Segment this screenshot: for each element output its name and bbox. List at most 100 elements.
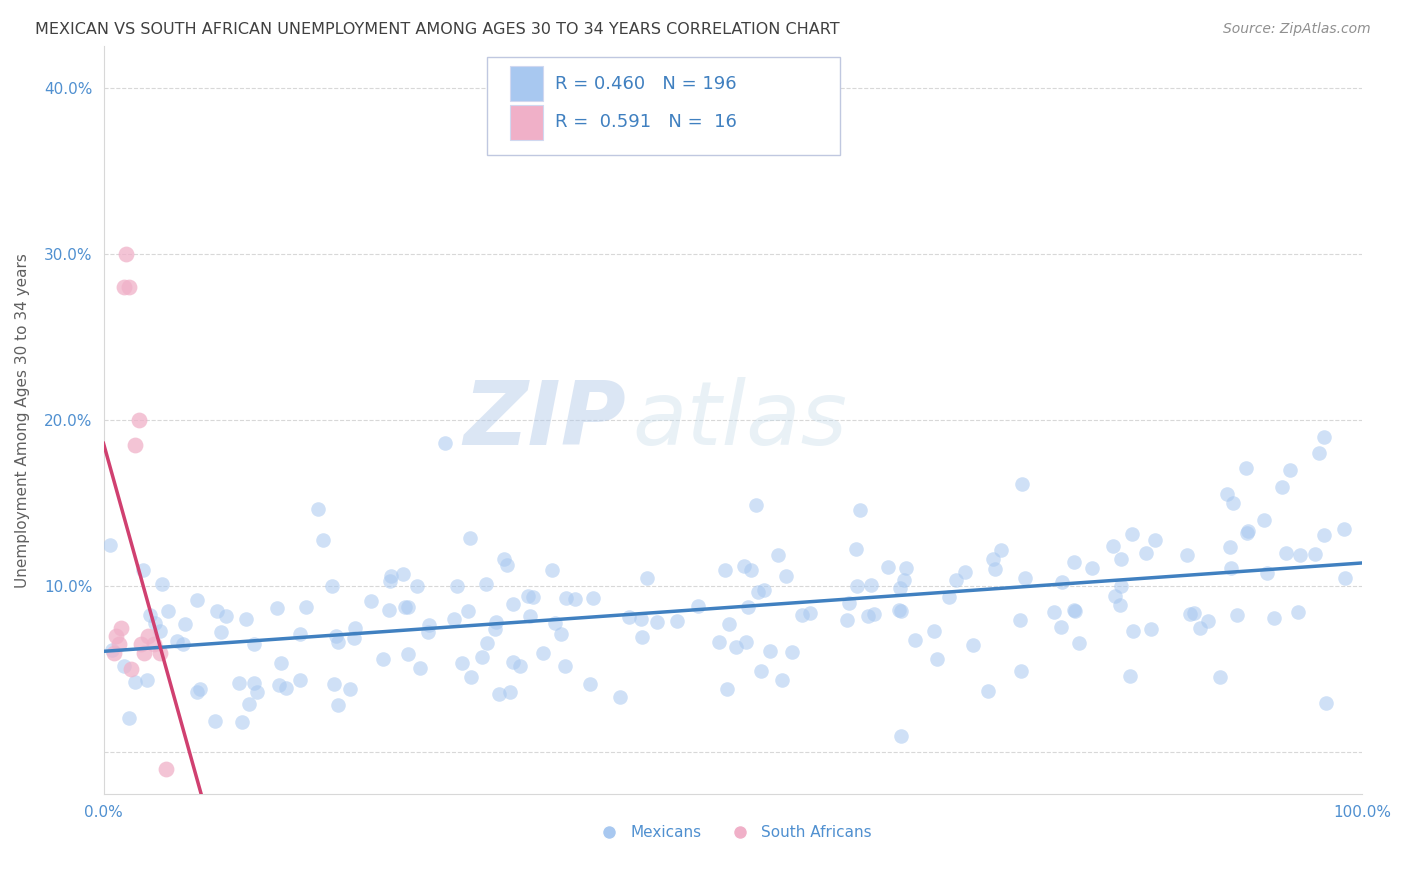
Text: R = 0.460   N = 196: R = 0.460 N = 196 xyxy=(555,75,737,93)
Point xyxy=(101,643,124,657)
Point xyxy=(990,542,1012,557)
Point xyxy=(517,589,540,603)
Point xyxy=(228,676,250,690)
Point xyxy=(209,624,232,639)
Point xyxy=(889,581,911,595)
Point xyxy=(849,503,872,517)
Point xyxy=(129,637,152,651)
Point xyxy=(1189,621,1212,635)
Point xyxy=(1119,668,1142,682)
Point xyxy=(267,678,290,692)
Point xyxy=(1109,552,1132,566)
Point xyxy=(128,413,150,427)
Point xyxy=(243,675,266,690)
Point xyxy=(112,280,135,294)
Point xyxy=(725,640,748,655)
Point xyxy=(312,533,335,547)
Point xyxy=(1263,610,1285,624)
Text: MEXICAN VS SOUTH AFRICAN UNEMPLOYMENT AMONG AGES 30 TO 34 YEARS CORRELATION CHAR: MEXICAN VS SOUTH AFRICAN UNEMPLOYMENT AM… xyxy=(35,22,839,37)
Point xyxy=(295,599,318,614)
Point xyxy=(1220,561,1243,575)
Point xyxy=(666,614,689,628)
Point xyxy=(1014,571,1036,585)
Point xyxy=(246,684,269,698)
Point xyxy=(1109,579,1132,593)
Point xyxy=(837,613,859,627)
Point xyxy=(718,616,741,631)
Point xyxy=(492,551,515,566)
Point xyxy=(1175,548,1198,562)
Point xyxy=(845,579,868,593)
FancyBboxPatch shape xyxy=(488,57,839,154)
Point xyxy=(922,624,945,639)
Point xyxy=(371,652,394,666)
Point xyxy=(1333,522,1355,536)
Point xyxy=(1312,430,1334,444)
Point xyxy=(451,656,474,670)
Point xyxy=(460,670,482,684)
Point xyxy=(714,563,737,577)
Point xyxy=(288,627,311,641)
Point xyxy=(792,607,814,622)
Point xyxy=(443,612,465,626)
Point xyxy=(458,532,481,546)
Point xyxy=(215,609,238,624)
Point xyxy=(274,681,297,696)
Point xyxy=(1108,598,1130,612)
Point xyxy=(686,599,709,614)
Point xyxy=(582,591,605,605)
Point xyxy=(1080,561,1102,575)
Point xyxy=(877,560,900,574)
Point xyxy=(396,600,419,615)
Point xyxy=(780,645,803,659)
Point xyxy=(416,625,439,640)
Point xyxy=(391,567,413,582)
Point xyxy=(132,563,155,577)
Point xyxy=(124,438,146,452)
Point xyxy=(321,579,343,593)
Point xyxy=(751,664,773,678)
Point xyxy=(173,637,195,651)
Point xyxy=(543,616,565,631)
Point xyxy=(953,565,976,579)
Point xyxy=(118,711,141,725)
Point xyxy=(1178,607,1201,621)
Point xyxy=(630,612,652,626)
Point xyxy=(1121,526,1143,541)
Point xyxy=(186,592,208,607)
Text: atlas: atlas xyxy=(633,377,846,463)
Point xyxy=(380,569,402,583)
Point xyxy=(1122,624,1144,639)
Point xyxy=(799,606,821,620)
Point xyxy=(733,559,755,574)
Point xyxy=(889,603,911,617)
Point xyxy=(1104,589,1126,603)
Point xyxy=(893,573,915,587)
Point xyxy=(343,621,366,635)
Point xyxy=(709,635,731,649)
Point xyxy=(856,608,879,623)
Point xyxy=(142,637,165,651)
Point xyxy=(1050,574,1073,589)
Point xyxy=(1050,620,1073,634)
Point xyxy=(325,629,347,643)
Point xyxy=(1308,446,1330,460)
Point xyxy=(323,677,346,691)
Point xyxy=(1143,533,1166,547)
FancyBboxPatch shape xyxy=(510,66,543,101)
Point xyxy=(1315,696,1337,710)
Point xyxy=(485,615,508,630)
Point xyxy=(1063,603,1085,617)
Point xyxy=(231,714,253,729)
Point xyxy=(1236,526,1258,541)
Point xyxy=(862,607,884,622)
Point xyxy=(103,646,125,660)
Point xyxy=(105,629,128,643)
Point xyxy=(107,637,129,651)
Point xyxy=(110,621,132,635)
Point xyxy=(1063,555,1085,569)
Point xyxy=(509,658,531,673)
Point xyxy=(484,622,506,636)
Point xyxy=(139,608,162,623)
Point xyxy=(471,649,494,664)
